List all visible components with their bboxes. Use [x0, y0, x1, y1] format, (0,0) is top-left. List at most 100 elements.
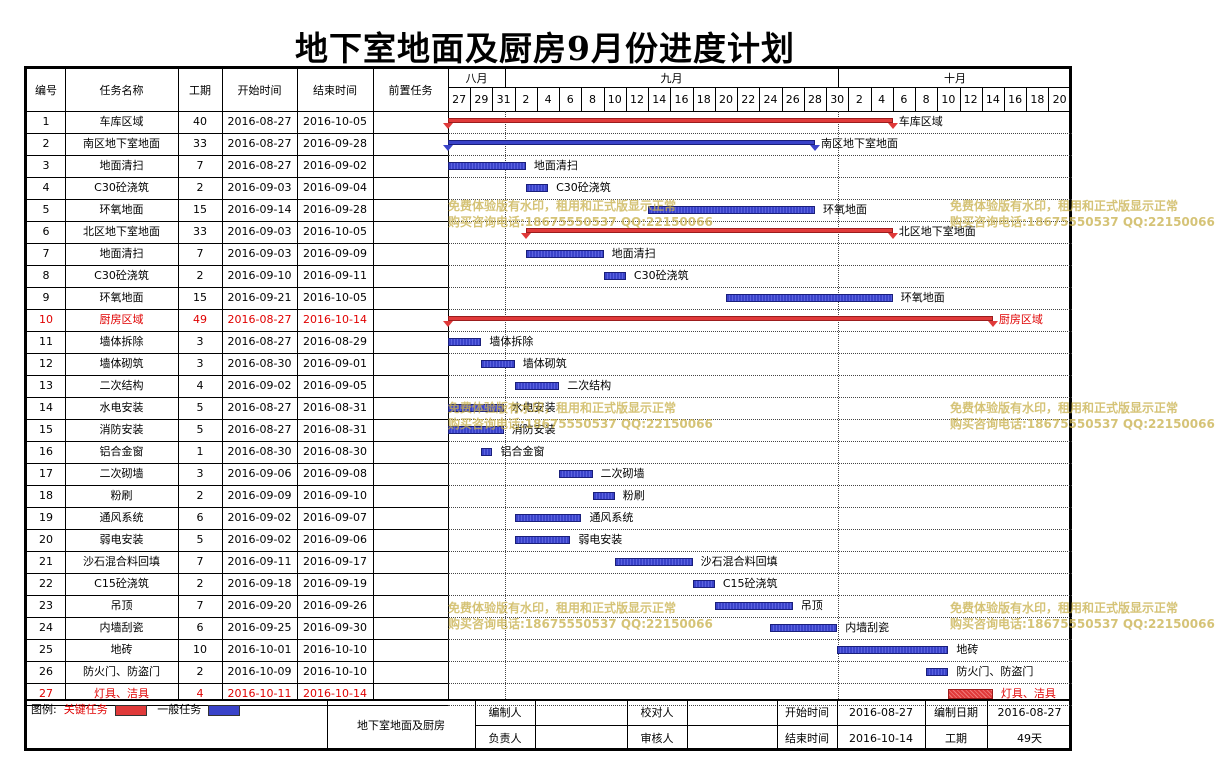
task-dur: 5: [196, 533, 204, 546]
task-end: 2016-09-02: [303, 159, 367, 172]
footer-date: 2016-08-27: [997, 705, 1062, 719]
row-line: [27, 243, 448, 244]
task-end: 2016-09-28: [303, 203, 367, 216]
task-end: 2016-09-07: [303, 511, 367, 524]
gantt-bar: [514, 536, 571, 544]
gantt-bar: [448, 316, 993, 321]
row-line: [27, 221, 448, 222]
gantt-bar-label: 墙体拆除: [489, 335, 534, 348]
gantt-bar-label: 防火门、防盗门: [956, 665, 1034, 678]
task-name: 北区地下室地面: [83, 225, 160, 238]
task-start: 2016-09-02: [227, 533, 292, 546]
day-tick: 4: [544, 92, 552, 106]
row-dotted-line: [448, 353, 1072, 354]
tick-divider: [915, 87, 917, 111]
column-line: [448, 69, 449, 699]
task-end: 2016-09-10: [303, 489, 367, 502]
row-dotted-line: [448, 199, 1072, 200]
row-dotted-line: [448, 397, 1072, 398]
task-no: 2: [42, 137, 50, 150]
footer-divider: [777, 699, 778, 751]
gantt-bar-label: 地砖: [956, 643, 979, 656]
column-line: [222, 69, 223, 699]
task-dur: 1: [196, 445, 204, 458]
legend-normal-label: 一般任务: [157, 703, 202, 716]
task-name: 消防安装: [99, 423, 144, 436]
task-no: 7: [42, 247, 50, 260]
task-name: C30砼浇筑: [94, 181, 149, 194]
month-divider: [505, 69, 506, 87]
task-start: 2016-09-20: [227, 599, 292, 612]
task-dur: 33: [193, 137, 207, 150]
task-start: 2016-09-02: [227, 511, 292, 524]
tick-divider: [492, 87, 494, 111]
day-tick: 16: [1008, 92, 1023, 106]
tick-divider: [603, 87, 605, 111]
day-tick: 27: [452, 92, 467, 106]
gantt-bar: [592, 492, 615, 500]
task-no: 3: [42, 159, 50, 172]
row-dotted-line: [448, 551, 1072, 552]
header-name: 任务名称: [99, 84, 144, 97]
task-start: 2016-10-11: [227, 687, 292, 700]
row-dotted-line: [448, 529, 1072, 530]
task-start: 2016-09-02: [227, 379, 292, 392]
footer-reviewer: [687, 725, 777, 751]
task-dur: 4: [196, 687, 204, 700]
gantt-bar-label: C30砼浇筑: [633, 269, 689, 282]
gantt-bar-label: 环氧地面: [900, 291, 945, 304]
task-end: 2016-09-04: [303, 181, 367, 194]
tick-divider: [1004, 87, 1005, 111]
task-start: 2016-09-03: [227, 181, 292, 194]
task-dur: 3: [196, 467, 204, 480]
day-tick: 18: [696, 92, 711, 106]
day-tick: 22: [741, 92, 756, 106]
month-boundary-line: [838, 111, 839, 699]
task-end: 2016-08-31: [303, 423, 367, 436]
header-duration: 工期: [189, 84, 211, 97]
summary-start-marker: [443, 123, 453, 129]
task-start: 2016-09-14: [227, 203, 292, 216]
task-no: 17: [39, 467, 53, 480]
row-line: [27, 551, 448, 552]
task-no: 16: [39, 445, 53, 458]
watermark: 免费体验版有水印，租用和正式版显示正常 购买咨询电话:18675550537 QQ…: [950, 199, 1215, 229]
column-line: [65, 69, 66, 699]
task-end: 2016-09-01: [303, 357, 367, 370]
row-dotted-line: [448, 309, 1072, 310]
task-no: 22: [39, 577, 53, 590]
day-tick: 24: [763, 92, 778, 106]
task-no: 4: [42, 181, 50, 194]
gantt-bar: [525, 228, 893, 233]
gantt-bar-label: C30砼浇筑: [556, 181, 611, 194]
footer-divider: [837, 699, 838, 751]
tick-divider: [892, 87, 894, 111]
task-dur: 3: [196, 335, 204, 348]
row-dotted-line: [448, 133, 1072, 134]
row-line: [27, 463, 448, 464]
gantt-bar-label: 二次结构: [567, 379, 612, 392]
row-dotted-line: [448, 243, 1072, 244]
day-tick: 6: [900, 92, 908, 106]
task-no: 8: [42, 269, 50, 282]
task-no: 12: [39, 357, 53, 370]
footer-duration-label: 工期: [945, 732, 967, 745]
header-end: 结束时间: [313, 84, 357, 97]
gantt-bar: [448, 426, 504, 434]
task-end: 2016-10-14: [303, 313, 367, 326]
row-line: [27, 177, 448, 178]
legend-critical-swatch: [114, 704, 147, 716]
task-start: 2016-09-03: [227, 225, 292, 238]
task-dur: 7: [196, 555, 204, 568]
row-line: [27, 419, 448, 420]
task-start: 2016-09-11: [227, 555, 292, 568]
tick-divider: [759, 87, 761, 111]
gantt-bar: [481, 448, 493, 456]
summary-end-marker: [809, 145, 820, 151]
tick-divider: [536, 87, 538, 111]
task-no: 21: [39, 555, 53, 568]
gantt-bar-label: 灯具、洁具: [1000, 687, 1056, 700]
task-dur: 5: [196, 401, 204, 414]
month-boundary-line: [505, 111, 506, 699]
watermark: 免费体验版有水印，租用和正式版显示正常 购买咨询电话:18675550537 QQ…: [448, 401, 713, 431]
